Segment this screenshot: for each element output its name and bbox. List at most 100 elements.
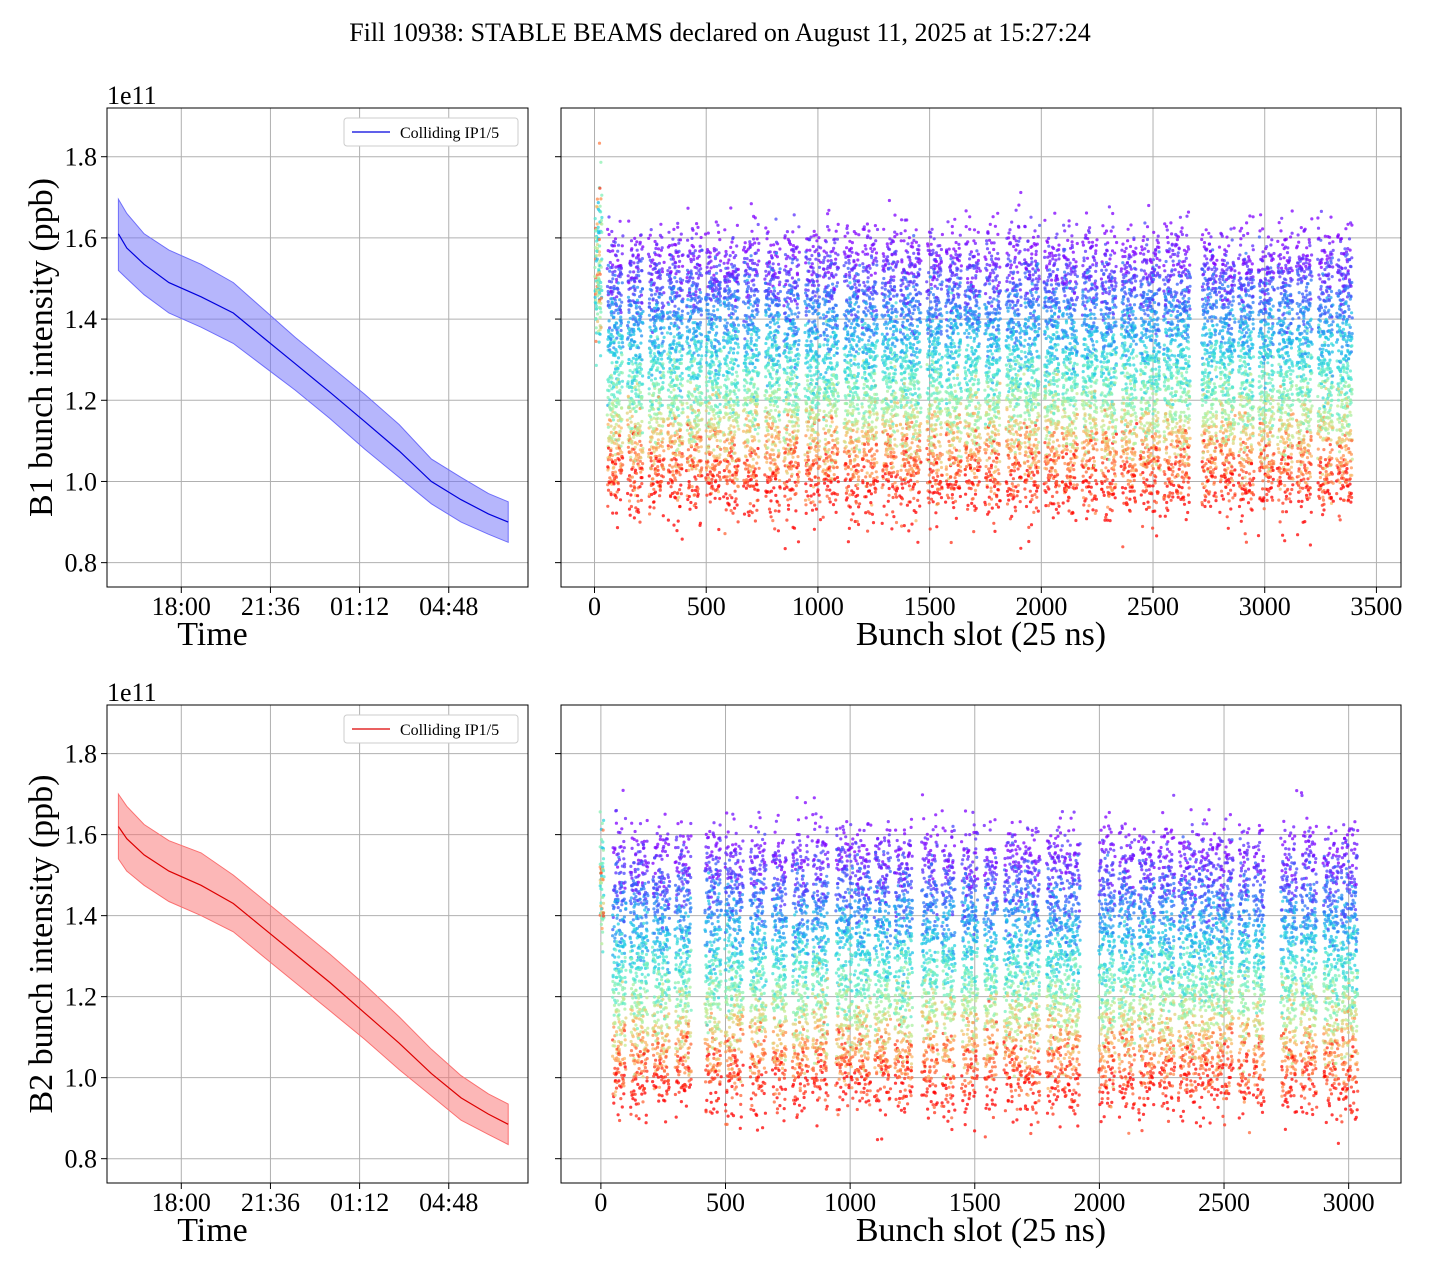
bunch-point: [728, 462, 731, 465]
bunch-point: [725, 387, 728, 390]
bunch-point: [668, 464, 671, 467]
b1-time-band: [118, 199, 508, 542]
b1-time-xtick-label: 04:48: [419, 592, 478, 621]
bunch-point: [648, 474, 651, 477]
bunch-point: [704, 354, 707, 357]
bunch-point: [635, 379, 638, 382]
bunch-point: [699, 436, 702, 439]
bunch-point: [681, 452, 684, 455]
bunch-point: [698, 324, 701, 327]
bunch-point: [830, 319, 833, 322]
bunch-point: [791, 456, 794, 459]
bunch-point: [818, 440, 821, 443]
bunch-point: [620, 385, 623, 388]
bunch-point: [769, 250, 772, 253]
bunch-point: [680, 282, 683, 285]
bunch-point: [745, 487, 748, 490]
bunch-point: [793, 322, 796, 325]
bunch-point: [678, 294, 681, 297]
bunch-point: [712, 448, 715, 451]
bunch-point: [695, 287, 698, 290]
bunch-point: [817, 370, 820, 373]
bunch-point: [764, 270, 767, 273]
bunch-point: [818, 445, 821, 448]
bunch-point: [707, 406, 710, 409]
bunch-point: [711, 387, 714, 390]
bunch-point: [662, 371, 665, 374]
bunch-point: [719, 411, 722, 414]
bunch-point: [696, 464, 699, 467]
bunch-point: [670, 281, 673, 284]
bunch-point: [634, 469, 637, 472]
bunch-point: [685, 402, 688, 405]
bunch-point: [818, 343, 821, 346]
bunch-point: [782, 304, 785, 307]
bunch-point: [608, 326, 611, 329]
bunch-point: [754, 467, 757, 470]
bunch-point: [815, 350, 818, 353]
bunch-point: [767, 347, 770, 350]
bunch-point: [831, 283, 834, 286]
bunch-point: [636, 249, 639, 252]
bunch-point: [827, 271, 830, 274]
bunch-point: [822, 427, 825, 430]
bunch-point: [773, 358, 776, 361]
bunch-point: [718, 471, 721, 474]
bunch-point: [722, 416, 725, 419]
bunch-point: [814, 476, 817, 479]
bunch-point: [638, 353, 641, 356]
bunch-point: [637, 274, 640, 277]
bunch-point: [610, 230, 613, 233]
bunch-point: [719, 363, 722, 366]
bunch-point: [791, 382, 794, 385]
bunch-point: [694, 299, 697, 302]
bunch-point: [831, 420, 834, 423]
bunch-point: [847, 267, 850, 270]
bunch-point: [814, 458, 817, 461]
bunch-point: [734, 500, 737, 503]
bunch-point: [778, 366, 781, 369]
bunch-point: [708, 312, 711, 315]
bunch-point: [640, 403, 643, 406]
bunch-point: [791, 230, 794, 233]
bunch-point: [675, 396, 678, 399]
bunch-point: [717, 484, 720, 487]
bunch-point: [832, 452, 835, 455]
bunch-point: [707, 446, 710, 449]
bunch-point: [764, 314, 767, 317]
bunch-point: [657, 473, 660, 476]
bunch-point: [786, 366, 789, 369]
bunch-point: [694, 330, 697, 333]
bunch-point: [769, 336, 772, 339]
bunch-point: [633, 323, 636, 326]
bunch-point: [693, 309, 696, 312]
bunch-point: [635, 306, 638, 309]
bunch-point: [671, 238, 674, 241]
bunch-point: [812, 355, 815, 358]
bunch-point: [823, 256, 826, 259]
bunch-point: [818, 465, 821, 468]
bunch-point: [797, 263, 800, 266]
bunch-point: [773, 527, 776, 530]
bunch-point: [736, 316, 739, 319]
bunch-point: [709, 493, 712, 496]
bunch-point: [706, 460, 709, 463]
bunch-point: [774, 429, 777, 432]
bunch-point: [673, 305, 676, 308]
bunch-point: [662, 326, 665, 329]
bunch-point: [768, 271, 771, 274]
bunch-point: [627, 380, 630, 383]
bunch-point: [796, 258, 799, 261]
bunch-point: [786, 472, 789, 475]
bunch-point: [767, 438, 770, 441]
bunch-point: [650, 459, 653, 462]
bunch-point: [847, 473, 850, 476]
bunch-point: [673, 276, 676, 279]
bunch-point: [659, 277, 662, 280]
bunch-point: [807, 498, 810, 501]
bunch-point: [699, 398, 702, 401]
bunch-point: [797, 311, 800, 314]
bunch-point: [794, 446, 797, 449]
bunch-point: [731, 440, 734, 443]
bunch-point: [835, 304, 838, 307]
